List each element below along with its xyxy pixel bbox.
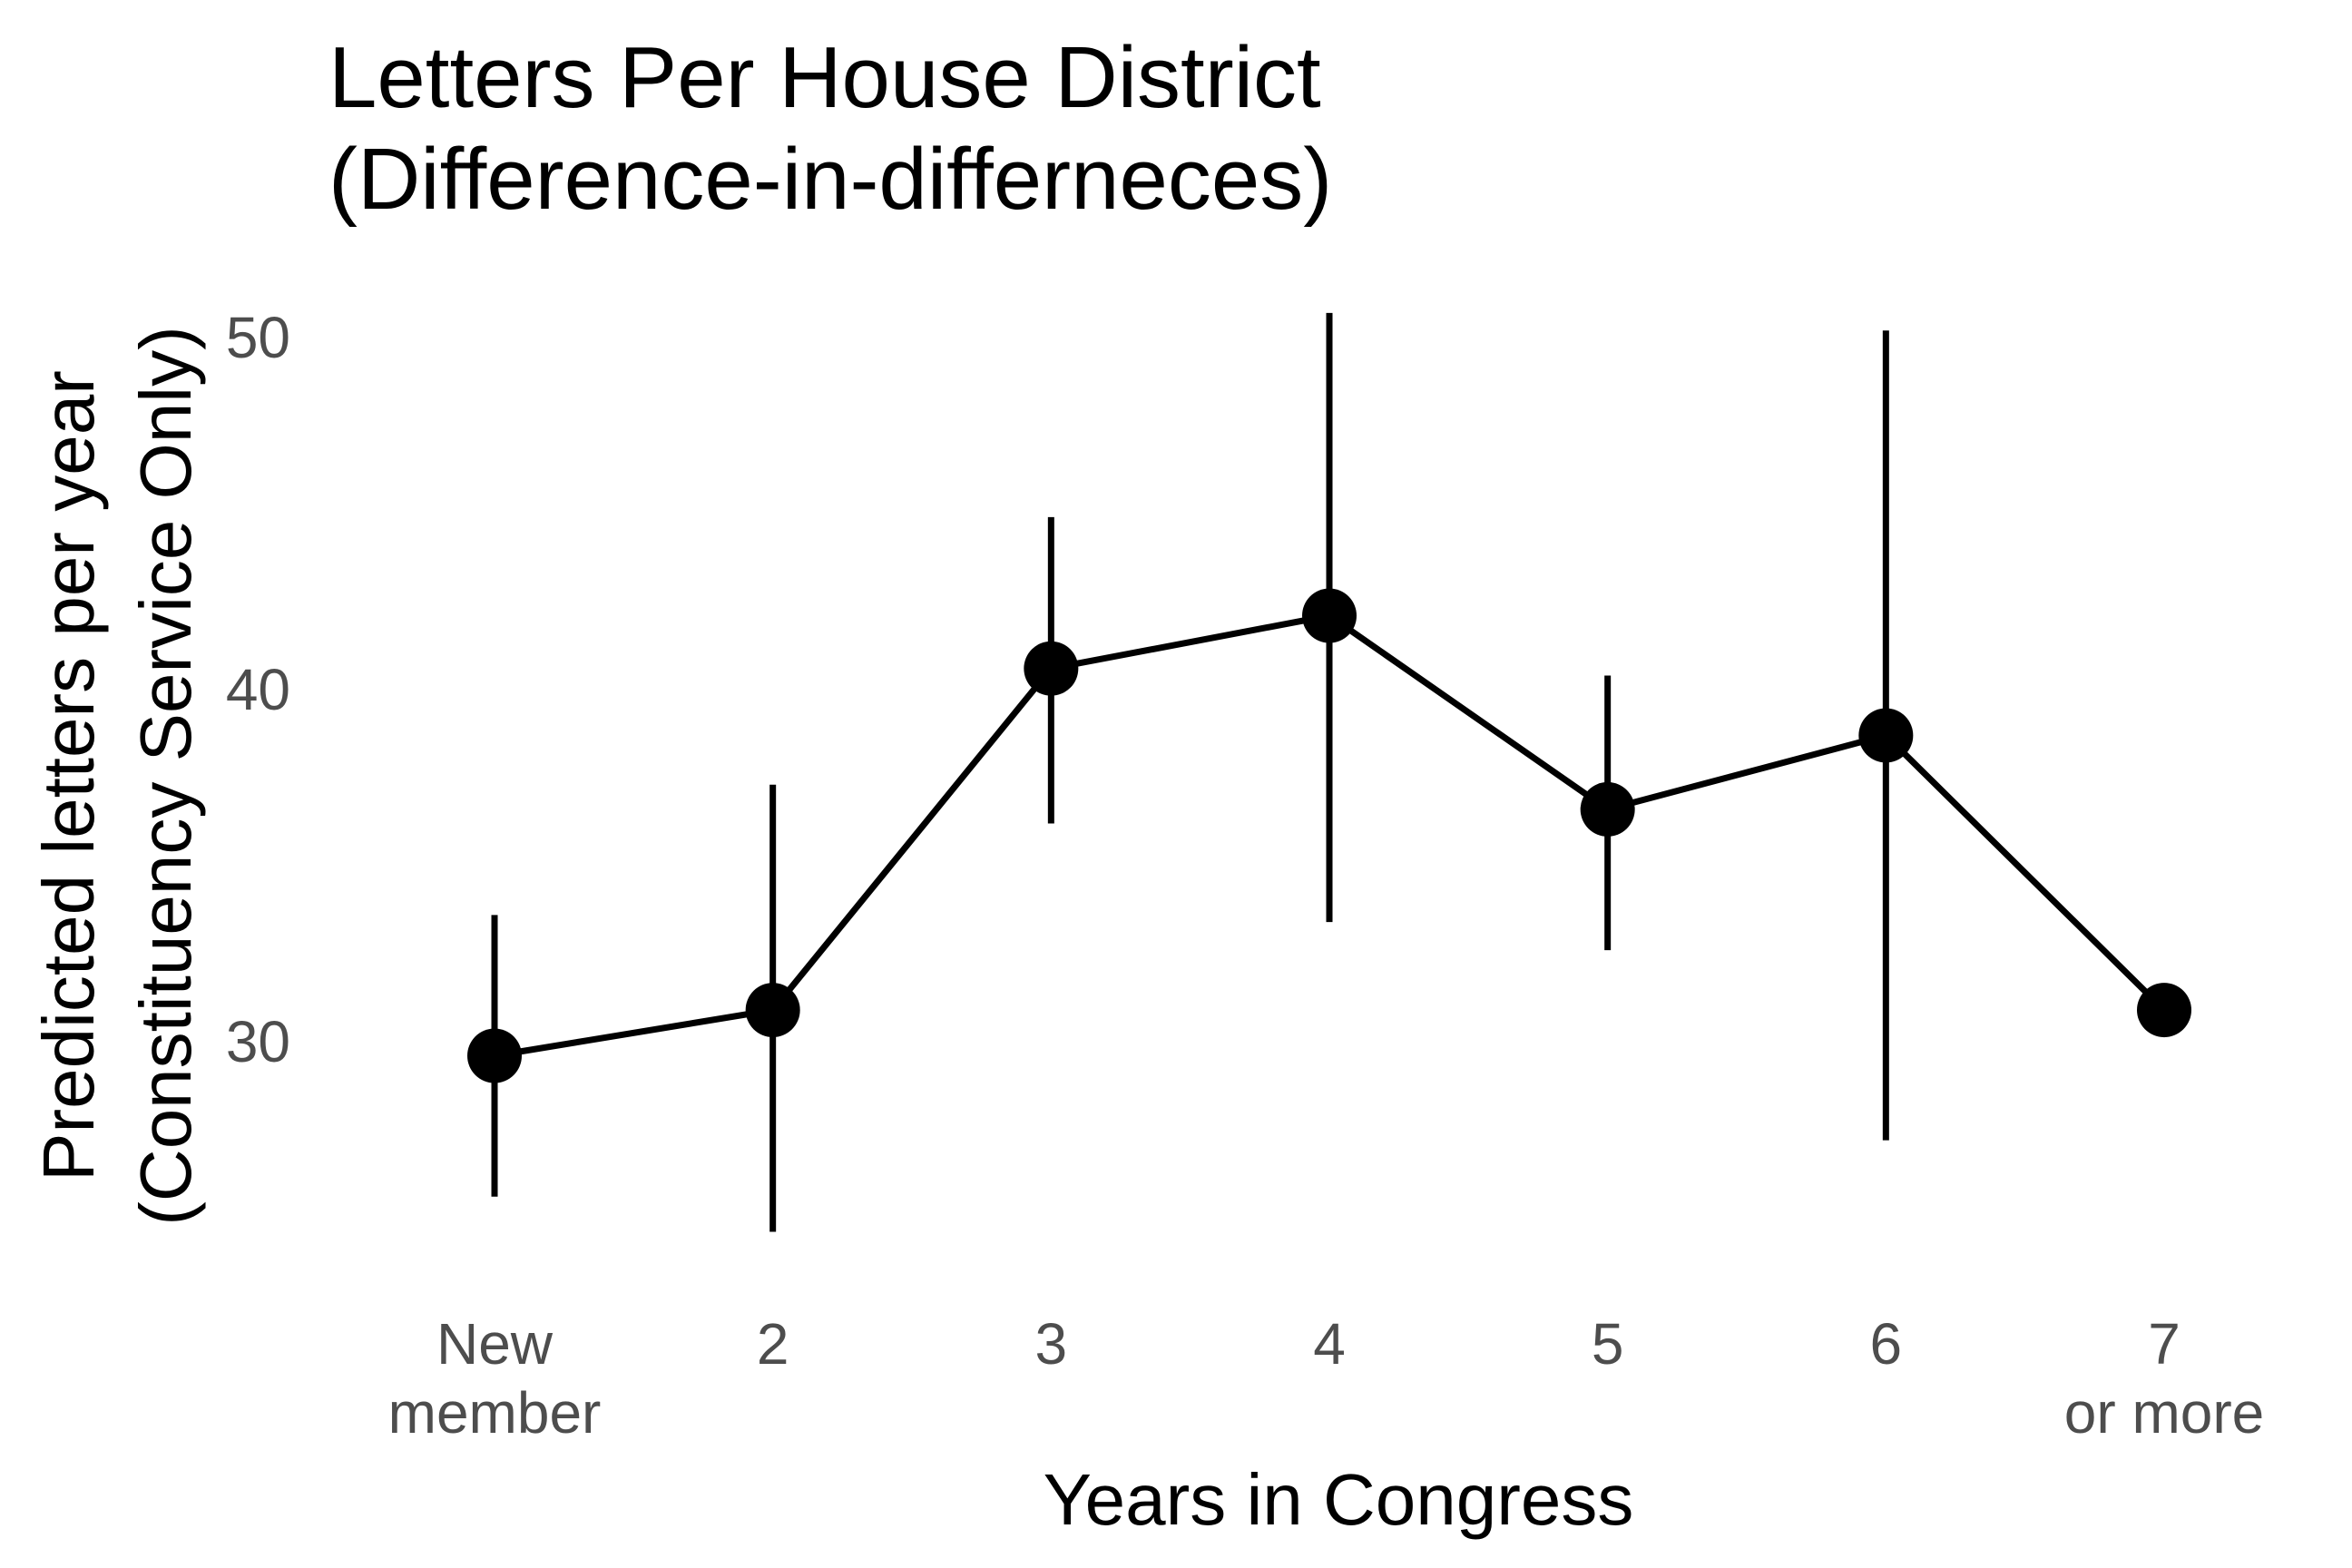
x-tick-label: 4 bbox=[1313, 1311, 1346, 1377]
y-tick-labels: 30 40 50 bbox=[226, 305, 290, 1074]
x-tick-label: 5 bbox=[1592, 1311, 1624, 1377]
x-tick-label: or more bbox=[2064, 1380, 2265, 1446]
y-tick-label: 30 bbox=[226, 1009, 290, 1074]
x-axis-title: Years in Congress bbox=[1044, 1459, 1634, 1540]
x-tick-label: member bbox=[388, 1380, 602, 1446]
data-points bbox=[467, 588, 2191, 1083]
x-tick-label: New bbox=[436, 1311, 554, 1377]
x-tick-label: 7 bbox=[2148, 1311, 2180, 1377]
x-tick-label: 2 bbox=[757, 1311, 789, 1377]
data-point bbox=[1302, 588, 1357, 643]
x-tick-label: 6 bbox=[1870, 1311, 1903, 1377]
data-point bbox=[1024, 641, 1079, 696]
data-point bbox=[1580, 781, 1635, 837]
chart-title-line: Letters Per House District bbox=[328, 29, 1321, 126]
y-axis-title-line: (Constituency Service Only) bbox=[125, 326, 206, 1225]
error-bars bbox=[491, 312, 1889, 1232]
data-point bbox=[1858, 708, 1914, 763]
y-axis-title: Predicted letters per year (Constituency … bbox=[28, 326, 206, 1225]
y-axis-title-line: Predicted letters per year bbox=[28, 370, 109, 1181]
y-tick-label: 40 bbox=[226, 657, 290, 722]
y-tick-label: 50 bbox=[226, 305, 290, 370]
chart-title: Letters Per House District(Difference-in… bbox=[328, 29, 1332, 228]
data-point bbox=[2137, 983, 2191, 1038]
chart-title-line: (Difference-in-differneces) bbox=[328, 131, 1332, 228]
x-tick-label: 3 bbox=[1035, 1311, 1068, 1377]
data-point bbox=[745, 983, 800, 1038]
data-point bbox=[467, 1028, 522, 1083]
